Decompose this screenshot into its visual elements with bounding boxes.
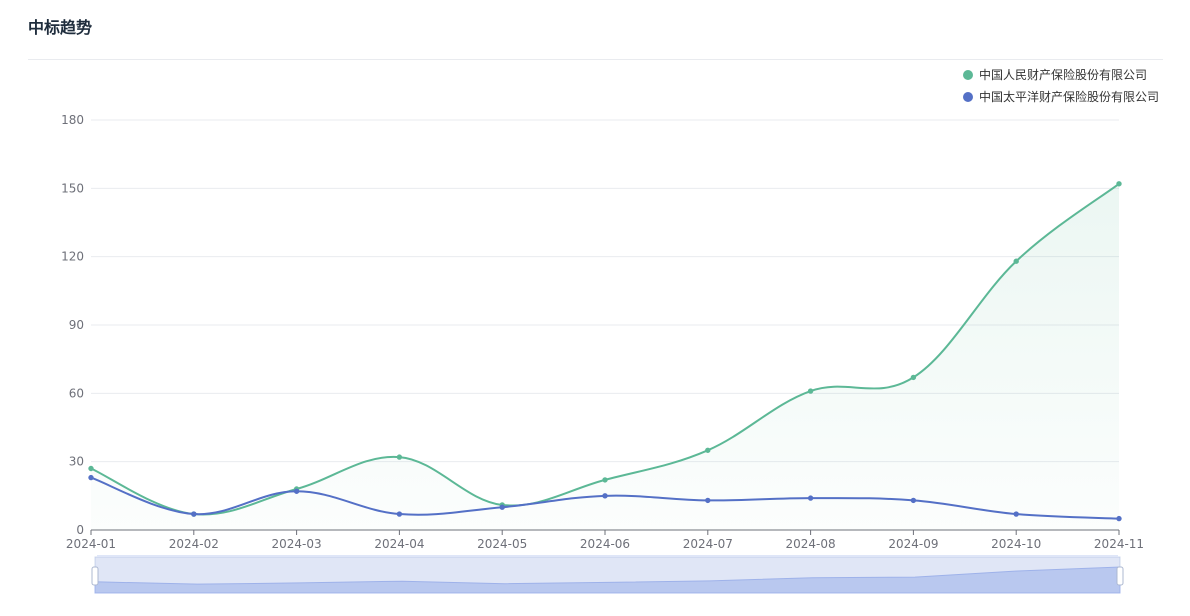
data-point[interactable] (88, 474, 94, 481)
x-tick-label: 2024-08 (786, 537, 836, 551)
series-line-0 (90, 182, 1120, 516)
panel-header: 中标趋势 (28, 14, 1163, 60)
data-point[interactable] (1116, 181, 1122, 187)
y-tick-label: 90 (69, 318, 84, 332)
data-point[interactable] (1013, 511, 1019, 517)
legend-label[interactable]: 中国人民财产保险股份有限公司 (979, 67, 1147, 82)
data-point[interactable] (910, 374, 917, 381)
zoom-handle-end[interactable] (1116, 566, 1124, 586)
x-tick-label: 2024-06 (580, 537, 630, 551)
data-point[interactable] (499, 504, 505, 510)
x-tick-label: 2024-02 (169, 537, 219, 551)
y-tick-label: 30 (69, 455, 84, 469)
series-area-0 (91, 183, 1119, 530)
data-point[interactable] (705, 447, 711, 453)
data-point[interactable] (293, 488, 300, 494)
grid-lines (91, 119, 1119, 463)
y-tick-label: 120 (61, 250, 84, 264)
data-point[interactable] (602, 477, 608, 483)
data-point[interactable] (1013, 258, 1019, 264)
data-point[interactable] (807, 495, 814, 501)
x-tick-label: 2024-11 (1094, 537, 1144, 551)
y-tick-label: 0 (76, 523, 84, 537)
panel-title: 中标趋势 (28, 18, 93, 37)
zoom-selected-range[interactable] (95, 557, 1120, 593)
legend-marker[interactable] (963, 70, 973, 80)
legend-label[interactable]: 中国太平洋财产保险股份有限公司 (979, 89, 1159, 104)
x-tick-label: 2024-10 (991, 537, 1041, 551)
y-tick-label: 60 (69, 386, 84, 400)
data-point[interactable] (396, 511, 403, 517)
zoom-handle-start[interactable] (91, 566, 99, 586)
data-point[interactable] (602, 493, 608, 499)
legend-marker[interactable] (963, 92, 973, 102)
x-tick-label: 2024-01 (66, 537, 116, 551)
data-point[interactable] (1116, 515, 1122, 522)
series-layer (88, 181, 1122, 530)
x-tick-label: 2024-03 (272, 537, 322, 551)
y-axis: 0 30 60 90 120 150 180 (61, 113, 84, 537)
y-tick-label: 180 (61, 113, 84, 127)
y-tick-label: 150 (61, 181, 84, 195)
data-point[interactable] (910, 497, 917, 504)
zoom-move-bar[interactable] (97, 555, 1118, 557)
data-zoom-slider[interactable] (91, 555, 1124, 594)
data-point[interactable] (807, 388, 814, 394)
x-tick-label: 2024-07 (683, 537, 733, 551)
x-tick-label: 2024-04 (374, 537, 424, 551)
x-axis: 2024-01 2024-02 2024-03 2024-04 2024-05 2024-… (66, 529, 1144, 551)
x-tick-label: 2024-05 (477, 537, 527, 551)
zoom-preview-area (94, 566, 1121, 594)
data-point[interactable] (88, 465, 94, 472)
data-point[interactable] (191, 511, 197, 517)
data-point[interactable] (705, 497, 711, 504)
x-tick-label: 2024-09 (888, 537, 938, 551)
data-point[interactable] (396, 454, 403, 460)
